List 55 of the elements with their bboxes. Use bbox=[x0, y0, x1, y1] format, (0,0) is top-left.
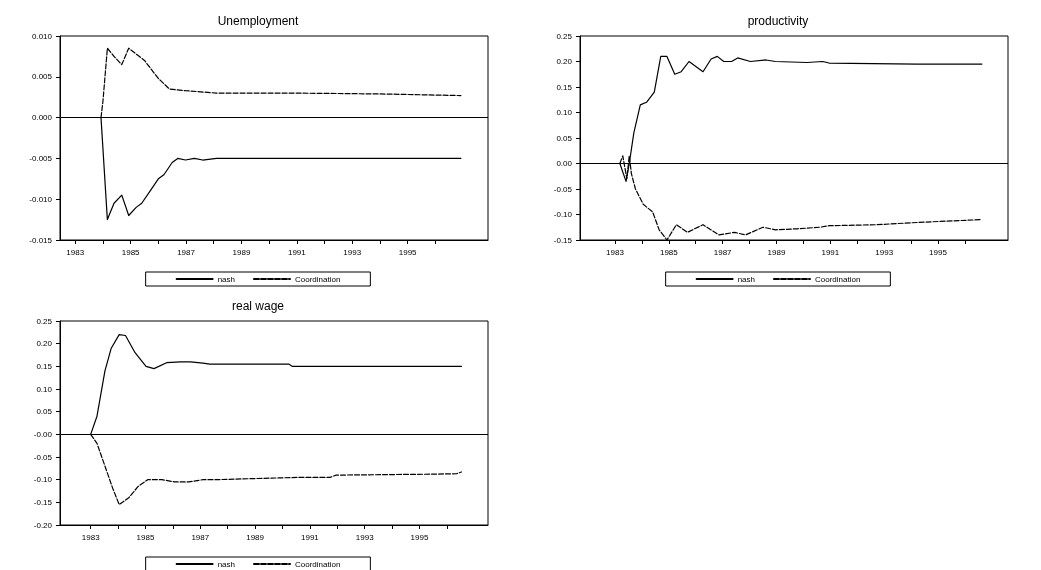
x-tick-label: 1987 bbox=[177, 247, 196, 257]
y-tick-label: -0.05 bbox=[553, 184, 573, 194]
y-tick-label: 0.20 bbox=[556, 57, 573, 66]
y-tick-label: 0.25 bbox=[556, 31, 573, 41]
x-tick-label: 1983 bbox=[66, 247, 85, 257]
y-tick-label: 0.05 bbox=[556, 133, 573, 143]
x-tick-label: 1983 bbox=[606, 247, 625, 257]
x-tick-label: 1995 bbox=[398, 247, 418, 257]
chart-title: real wage bbox=[231, 299, 285, 313]
legend-label: Coordination bbox=[294, 274, 341, 284]
y-tick-label: 0.005 bbox=[31, 72, 53, 82]
y-tick-label: -0.20 bbox=[33, 520, 53, 530]
x-tick-label: 1987 bbox=[191, 532, 210, 542]
x-tick-label: 1983 bbox=[81, 532, 101, 542]
legend-label: Coordination bbox=[294, 559, 341, 569]
y-tick-label: -0.015 bbox=[29, 235, 53, 245]
x-tick-label: 1991 bbox=[287, 247, 307, 257]
x-tick-label: 1991 bbox=[301, 532, 320, 542]
x-tick-label: 1985 bbox=[659, 247, 679, 257]
x-tick-label: 1995 bbox=[929, 247, 948, 257]
y-tick-label: -0.00 bbox=[33, 429, 53, 439]
y-tick-label: -0.05 bbox=[33, 452, 53, 462]
x-tick-label: 1987 bbox=[713, 247, 733, 257]
x-tick-label: 1993 bbox=[343, 247, 362, 257]
x-tick-label: 1991 bbox=[821, 247, 840, 257]
y-tick-label: 0.25 bbox=[36, 316, 53, 326]
y-tick-label: -0.005 bbox=[29, 153, 53, 163]
x-tick-label: 1985 bbox=[121, 247, 141, 257]
y-tick-label: 0.15 bbox=[36, 361, 53, 371]
y-tick-label: 0.00 bbox=[556, 159, 573, 168]
y-tick-label: 0.05 bbox=[36, 407, 53, 417]
y-tick-label: -0.010 bbox=[29, 194, 53, 204]
y-tick-label: 0.10 bbox=[556, 108, 573, 117]
y-tick-label: -0.10 bbox=[33, 475, 53, 485]
x-tick-label: 1993 bbox=[875, 247, 894, 257]
legend-label: nash bbox=[217, 274, 235, 284]
legend-label: nash bbox=[737, 274, 755, 284]
y-tick-label: -0.15 bbox=[553, 235, 573, 245]
chart-title: productivity bbox=[747, 14, 809, 28]
y-tick-label: 0.010 bbox=[31, 31, 53, 41]
x-tick-label: 1993 bbox=[355, 532, 375, 542]
x-tick-label: 1995 bbox=[410, 532, 429, 542]
y-tick-label: 0.15 bbox=[556, 82, 573, 92]
x-tick-label: 1989 bbox=[246, 532, 265, 542]
x-tick-label: 1989 bbox=[767, 247, 786, 257]
chart-title: Unemployment bbox=[217, 14, 300, 28]
x-tick-label: 1985 bbox=[136, 532, 155, 542]
y-tick-label: -0.15 bbox=[33, 497, 53, 507]
y-tick-label: 0.20 bbox=[36, 339, 53, 349]
legend-label: Coordination bbox=[814, 274, 861, 284]
y-tick-label: 0.000 bbox=[31, 113, 53, 123]
y-tick-label: -0.10 bbox=[553, 210, 573, 219]
x-tick-label: 1989 bbox=[232, 247, 251, 257]
legend-label: nash bbox=[217, 559, 235, 569]
y-tick-label: 0.10 bbox=[36, 384, 53, 394]
